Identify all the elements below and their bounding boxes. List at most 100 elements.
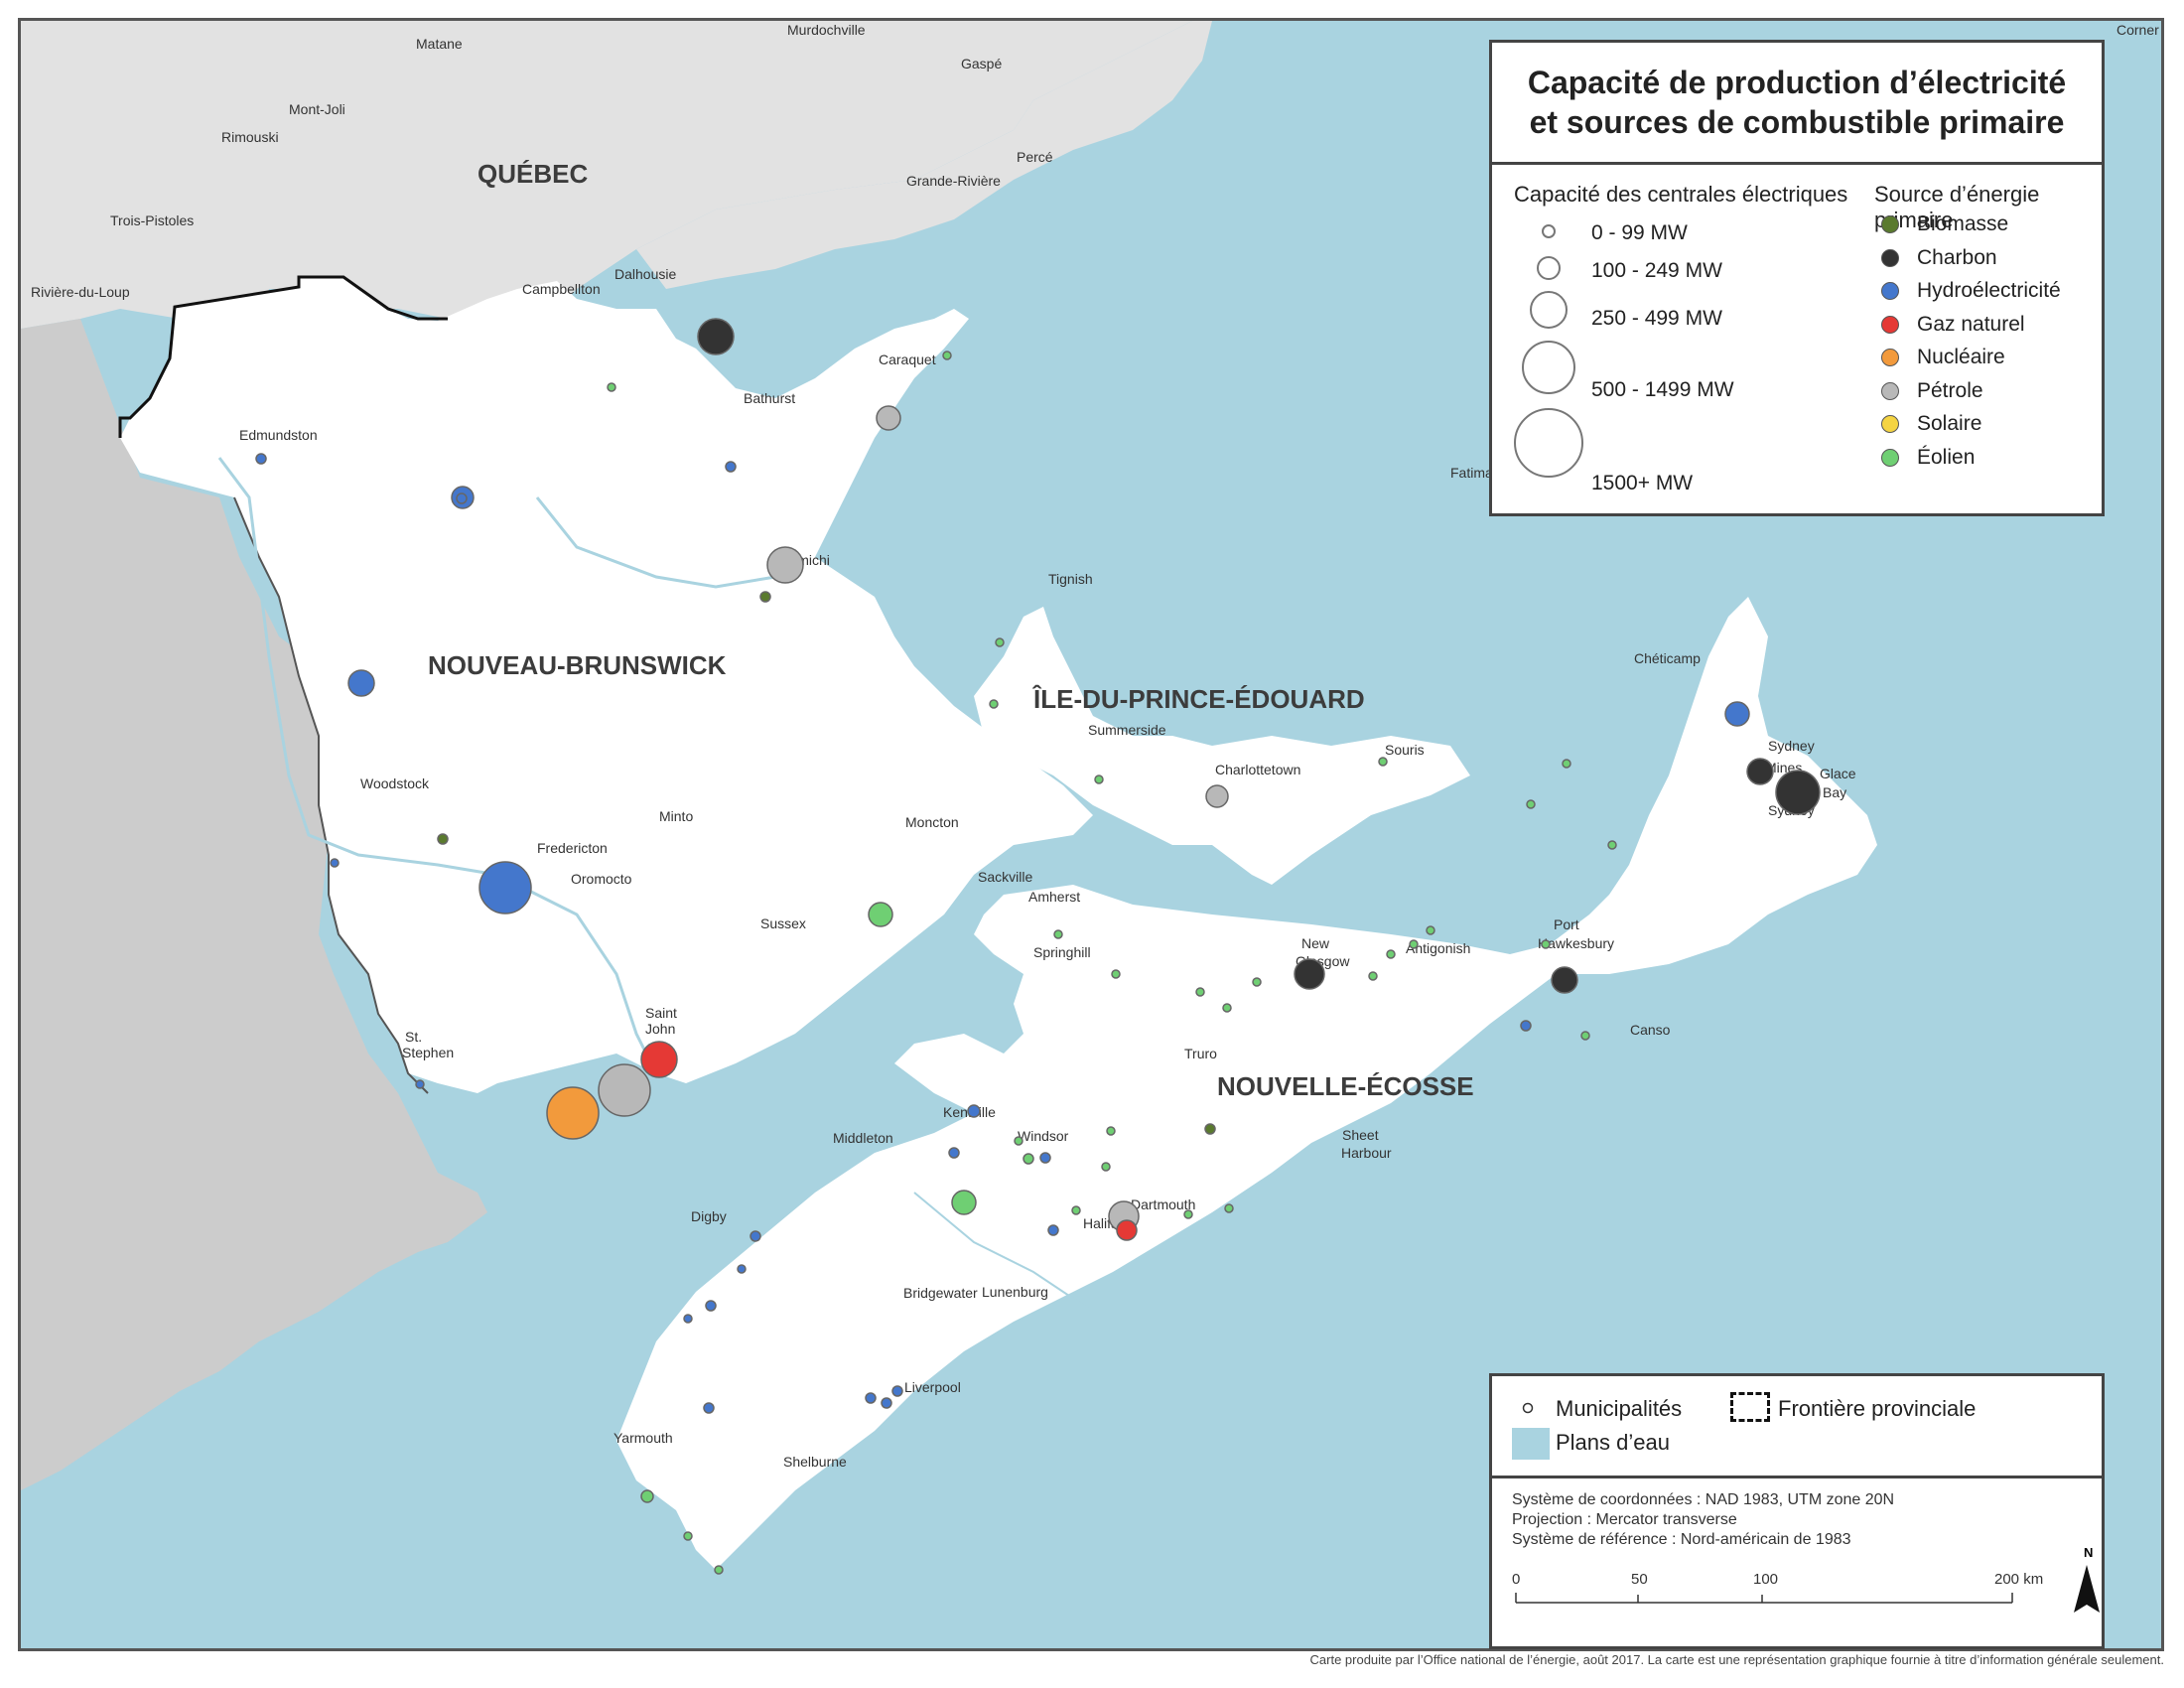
map-canvas: QUÉBEC NOUVEAU-BRUNSWICK ÎLE-DU-PRINCE-ÉDO… <box>21 21 2159 1575</box>
city-label-20: Sydney <box>1768 738 1815 754</box>
city-label-38: Hawkesbury <box>1538 935 1614 951</box>
city-label-34: New <box>1301 935 1330 951</box>
power-plant-marker <box>995 637 1005 647</box>
power-plant-marker <box>255 453 267 465</box>
power-plant-marker <box>881 1397 892 1409</box>
source-label-4: Nucléaire <box>1917 346 2005 368</box>
city-label-59: Corner <box>2116 22 2159 38</box>
power-plant-marker <box>330 858 340 868</box>
city-label-7: Trois-Pistoles <box>110 212 194 228</box>
scale-label-0: 0 <box>1512 1571 1521 1588</box>
power-plant-marker <box>478 861 532 914</box>
source-label-1: Charbon <box>1917 245 1997 269</box>
power-plant-marker <box>865 1392 877 1404</box>
power-plant-marker <box>683 1314 693 1324</box>
power-plant-marker <box>1101 1162 1111 1172</box>
power-plant-marker <box>1409 939 1419 949</box>
city-label-30: Sackville <box>978 869 1032 885</box>
city-label-48: Sheet <box>1342 1127 1379 1143</box>
map-title-line2: et sources de combustible primaire <box>1529 104 2065 140</box>
power-plant-marker <box>1775 770 1821 815</box>
power-plant-marker <box>891 1385 903 1397</box>
capacity-label-0: 0 - 99 MW <box>1591 221 1688 244</box>
power-plant-marker <box>607 382 616 392</box>
saint-john-river <box>217 457 658 1074</box>
city-label-41: John <box>645 1021 675 1037</box>
power-plant-marker <box>1195 987 1205 997</box>
capacity-symbol-3 <box>1522 341 1575 394</box>
city-label-40: Saint <box>645 1005 677 1021</box>
source-label-5: Pétrole <box>1917 378 1983 402</box>
source-swatch-5 <box>1881 381 1899 400</box>
power-plant-marker <box>1724 701 1750 727</box>
power-plant-marker <box>1378 757 1388 767</box>
north-arrow-icon <box>2074 1565 2100 1613</box>
capacity-label-3: 500 - 1499 MW <box>1591 378 1734 401</box>
city-label-1: Murdochville <box>787 22 866 38</box>
source-swatch-6 <box>1881 415 1899 433</box>
quebec-land <box>21 21 1192 339</box>
ns-river <box>913 1192 1094 1313</box>
power-plant-marker <box>948 1147 960 1159</box>
power-plant-marker <box>1551 966 1578 994</box>
city-label-11: Caraquet <box>879 352 936 367</box>
power-plant-marker <box>1205 784 1229 808</box>
power-plant-marker <box>1294 958 1325 990</box>
province-label-0: QUÉBEC <box>478 159 588 189</box>
power-plant-marker <box>1116 1219 1138 1241</box>
power-plant-marker <box>1252 977 1262 987</box>
city-label-23: Bay <box>1823 784 1846 800</box>
city-label-57: Shelburne <box>783 1454 847 1470</box>
source-swatch-4 <box>1881 349 1899 366</box>
power-plant-marker <box>1580 1031 1590 1041</box>
source-label-3: Gaz naturel <box>1917 312 2025 336</box>
map-title-line1: Capacité de production d’électricité <box>1527 65 2067 100</box>
city-label-15: Tignish <box>1048 571 1093 587</box>
north-label: N <box>2084 1545 2094 1560</box>
power-plant-marker <box>1111 969 1121 979</box>
city-label-55: Liverpool <box>904 1379 961 1395</box>
power-plant-marker <box>714 1565 724 1575</box>
city-label-47: Middleton <box>833 1130 893 1146</box>
power-plant-marker <box>1014 1136 1024 1146</box>
power-plant-marker <box>1053 929 1063 939</box>
power-plant-marker <box>347 669 375 697</box>
power-plant-marker <box>876 405 901 431</box>
city-label-12: Bathurst <box>744 390 795 406</box>
power-plant-marker <box>1541 939 1551 949</box>
power-plant-marker <box>737 1264 747 1274</box>
source-label-0: Biomasse <box>1917 212 2009 235</box>
power-plant-marker <box>1368 971 1378 981</box>
source-label-6: Solaire <box>1917 412 1982 435</box>
power-plant-marker <box>868 902 893 927</box>
provincial-border <box>118 275 448 438</box>
labels-layer: QUÉBEC NOUVEAU-BRUNSWICK ÎLE-DU-PRINCE-ÉDO… <box>31 22 2159 1470</box>
city-label-17: Charlottetown <box>1215 762 1300 777</box>
power-plant-marker <box>1526 799 1536 809</box>
source-swatch-7 <box>1881 448 1899 467</box>
power-plant-marker <box>415 1079 425 1089</box>
city-label-29: Oromocto <box>571 871 632 887</box>
city-label-46: Windsor <box>1018 1128 1069 1144</box>
city-label-26: Minto <box>659 808 693 824</box>
projection-text: Projection : Mercator transverse <box>1512 1511 1737 1528</box>
city-label-32: Sussex <box>760 915 806 931</box>
cape-breton-land <box>1550 597 1877 974</box>
city-label-19: Chéticamp <box>1634 650 1701 666</box>
city-label-39: Canso <box>1630 1022 1671 1038</box>
power-plant-marker <box>1023 1153 1034 1165</box>
reference-legend: Municipalités Frontière provinciale Plan… <box>1492 1376 2102 1478</box>
power-plant-marker <box>598 1063 651 1117</box>
city-label-16: Summerside <box>1088 722 1166 738</box>
source-swatch-3 <box>1881 315 1899 334</box>
city-label-58: Fatima <box>1450 465 1493 481</box>
scale-bar <box>1515 1593 2013 1604</box>
power-plant-marker <box>1204 1123 1216 1135</box>
gaspe-land <box>636 21 1212 289</box>
city-label-36: Antigonish <box>1406 940 1470 956</box>
municipality-label: Municipalités <box>1556 1396 1683 1421</box>
power-plant-marker <box>640 1489 654 1503</box>
city-label-5: Percé <box>1017 149 1053 165</box>
source-label-7: Éolien <box>1917 445 1976 469</box>
city-label-56: Yarmouth <box>614 1430 673 1446</box>
